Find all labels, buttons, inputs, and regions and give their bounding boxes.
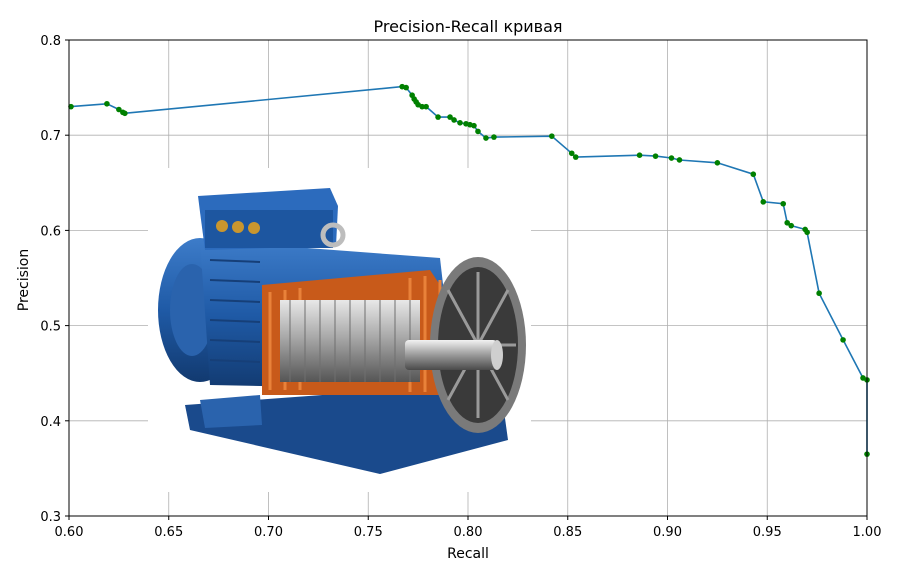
pr-curve-point [471,122,477,129]
pr-curve-point [104,100,110,107]
pr-curve-point [652,153,659,159]
pr-curve-point [750,171,757,178]
pr-curve-point [457,120,463,126]
pr-curve-point [491,134,497,140]
y-tick-label: 0.5 [40,320,61,335]
pr-curve-point [784,219,790,226]
pr-curve-point [780,200,787,207]
pr-curve-series [68,83,870,457]
axis-ticks: 0.60 0.65 0.70 0.75 0.80 0.85 0.90 0.95 1.00 0.3 0… [40,34,881,540]
pr-curve-point [435,114,441,120]
x-axis-label: Recall [447,546,489,562]
pr-curve-point [423,103,429,110]
x-tick-label: 0.90 [653,525,682,540]
y-axis-label: Precision [16,249,32,311]
y-tick-label: 0.4 [40,415,61,430]
pr-curve-point [68,103,74,110]
pr-curve-point [572,154,579,160]
x-tick-label: 0.80 [454,525,483,540]
pr-curve-point [116,106,122,113]
pr-curve-point [548,133,555,139]
x-tick-label: 0.70 [254,525,283,540]
pr-curve-point [483,135,489,141]
pr-curve-point [676,157,683,163]
pr-curve-point [816,290,822,297]
pr-curve-point [636,152,643,158]
pr-curve-point [451,117,457,123]
x-tick-label: 0.60 [55,525,84,540]
y-tick-label: 0.8 [40,34,61,49]
y-tick-label: 0.6 [40,224,61,239]
pr-curve-point [447,114,453,120]
axes-frame [68,39,868,517]
y-tick-label: 0.7 [40,129,61,144]
pr-curve-point [760,199,767,205]
x-tick-label: 0.65 [154,525,183,540]
pr-curve-point [804,229,810,236]
x-tick-label: 0.85 [553,525,582,540]
x-tick-label: 1.00 [853,525,882,540]
pr-curve-point [714,160,721,166]
pr-curve-point [419,103,425,110]
x-tick-label: 0.75 [354,525,383,540]
x-tick-label: 0.95 [753,525,782,540]
chart-title: Precision-Recall кривая [373,17,562,36]
pr-curve-point [403,84,409,91]
pr-curve-point [840,337,846,343]
pr-curve-point [668,155,675,161]
y-tick-label: 0.3 [40,510,61,525]
pr-curve-point [788,222,794,229]
pr-curve-point [568,150,575,157]
pr-curve-point [475,128,481,135]
electric-motor-cutaway-icon [148,168,531,492]
pr-curve-point [122,110,128,117]
